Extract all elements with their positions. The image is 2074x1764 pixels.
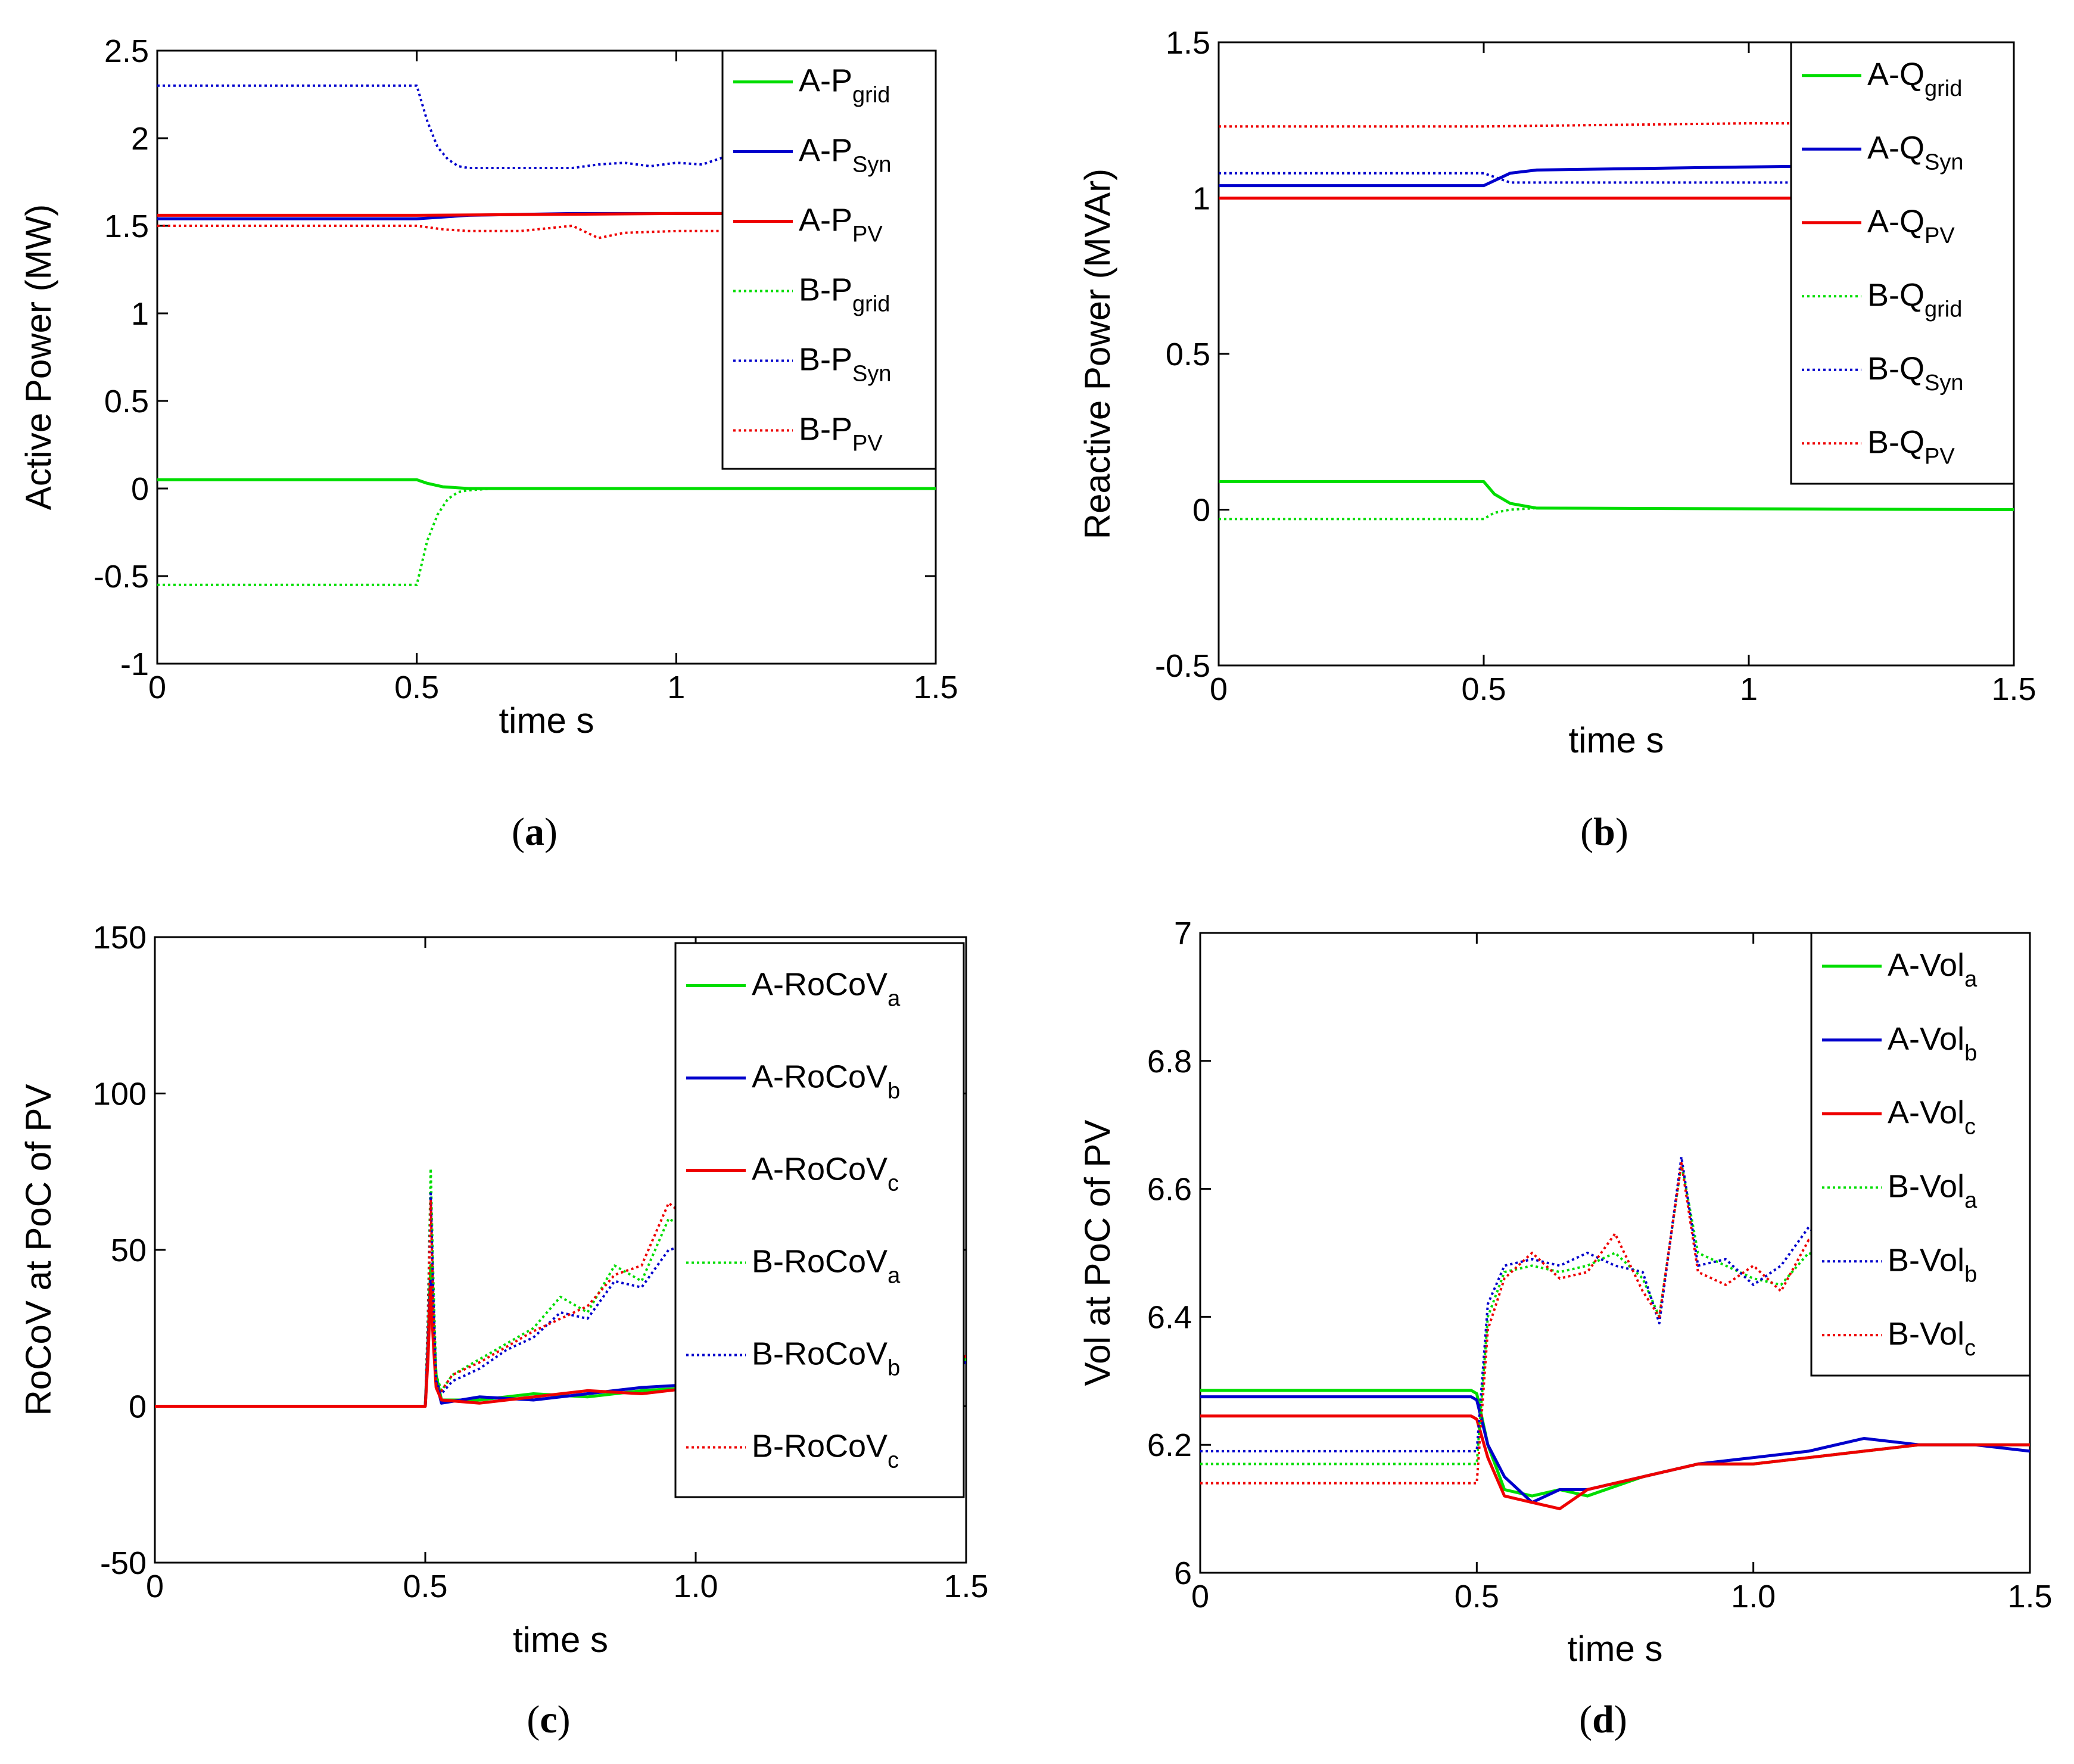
legend-entry: A-QSyn bbox=[1867, 130, 1964, 175]
y-tick-label: 0 bbox=[1192, 493, 1210, 528]
legend-entry: A-PSyn bbox=[799, 133, 892, 178]
y-tick-label: 0.5 bbox=[104, 384, 149, 419]
y-tick-label: 150 bbox=[93, 920, 147, 956]
panel-label: (c) bbox=[527, 1698, 570, 1741]
x-tick-label: 1 bbox=[667, 670, 685, 705]
legend-entry: A-Volc bbox=[1888, 1095, 1976, 1140]
y-tick-label: 0.5 bbox=[1166, 337, 1210, 372]
chart-panel-4: 0 0.5 1.0 1.566.26.46.66.87A-VolaA-VolbA-Vo… bbox=[1078, 916, 2053, 1741]
y-tick-label: -0.5 bbox=[94, 559, 149, 595]
legend-box bbox=[1810, 932, 2031, 1377]
chart-panel-1: 0 0.5 1 1.5-1-0.500.511.522.5A-PgridA-PSynA… bbox=[18, 33, 958, 854]
x-tick-label: 1.5 bbox=[1991, 671, 2036, 707]
x-tick-label: 0 bbox=[146, 1569, 164, 1604]
x-tick-label: 0 bbox=[148, 670, 166, 705]
series-line-B-QSyn bbox=[1219, 172, 2014, 184]
legend-entry: B-Qgrid bbox=[1867, 277, 1962, 322]
y-axis-label: Vol at PoC of PV bbox=[1078, 1120, 1117, 1386]
legend: A-Vola A-Volb A-Volc B-Vola B-Volb B-Volc bbox=[1810, 932, 2031, 1377]
legend-entry: B-PPV bbox=[799, 412, 883, 456]
y-tick-label: 1.5 bbox=[104, 209, 149, 244]
x-tick-label: 1.5 bbox=[943, 1569, 988, 1604]
series-line-A-Qgrid bbox=[1219, 480, 2014, 511]
legend-entry: B-Vola bbox=[1888, 1168, 1978, 1213]
legend-entry: B-Volb bbox=[1888, 1242, 1977, 1287]
legend: A-Pgrid A-PSyn A-PPV B-Pgrid B-PSyn B-PPV bbox=[721, 49, 937, 470]
y-tick-label: -1 bbox=[120, 646, 149, 682]
y-tick-label: 6.4 bbox=[1147, 1299, 1192, 1335]
x-tick-label: 0.5 bbox=[1455, 1579, 1499, 1614]
x-tick-label: 1.0 bbox=[1731, 1579, 1776, 1614]
series-line-B-QPV bbox=[1219, 122, 2014, 128]
panel-label: (d) bbox=[1579, 1698, 1627, 1741]
legend-entry: B-QPV bbox=[1867, 424, 1955, 469]
series-line-A-Pgrid bbox=[157, 478, 936, 490]
y-tick-label: 2.5 bbox=[104, 33, 149, 69]
x-axis-label: time s bbox=[1567, 1629, 1662, 1669]
y-tick-label: 7 bbox=[1174, 916, 1192, 951]
legend-entry: B-RoCoVa bbox=[752, 1244, 901, 1289]
series-line-B-PSyn bbox=[157, 84, 936, 169]
x-tick-label: 1.5 bbox=[913, 670, 958, 705]
legend-entry: A-RoCoVa bbox=[752, 967, 901, 1012]
y-tick-label: -50 bbox=[100, 1545, 147, 1581]
y-tick-label: 2 bbox=[131, 121, 149, 157]
legend-entry: A-Vola bbox=[1888, 947, 1978, 992]
x-tick-label: 0.5 bbox=[403, 1569, 447, 1604]
y-tick-label: 50 bbox=[111, 1233, 147, 1268]
legend-entry: A-QPV bbox=[1867, 204, 1955, 248]
legend-entry: B-PSyn bbox=[799, 342, 892, 387]
legend-entry: B-Volc bbox=[1888, 1316, 1976, 1361]
series-line-B-Pgrid bbox=[157, 487, 936, 586]
legend-box bbox=[674, 942, 965, 1498]
legend: A-RoCoVa A-RoCoVb A-RoCoVc B-RoCoVa B-RoCoVb… bbox=[674, 942, 965, 1498]
x-axis-label: time s bbox=[499, 701, 594, 741]
y-axis-label: RoCoV at PoC of PV bbox=[18, 1084, 58, 1416]
legend-entry: B-RoCoVc bbox=[752, 1429, 899, 1473]
x-axis-label: time s bbox=[1568, 720, 1664, 760]
series-line-B-Volc bbox=[1200, 1162, 2030, 1485]
y-tick-label: 6 bbox=[1174, 1555, 1192, 1591]
x-tick-label: 0 bbox=[1210, 671, 1228, 707]
legend: A-Qgrid A-QSyn A-QPV B-Qgrid B-QSyn B-QPV bbox=[1790, 41, 2015, 485]
y-tick-label: 6.8 bbox=[1147, 1044, 1192, 1079]
legend-entry: A-PPV bbox=[799, 203, 883, 247]
chart-panel-2: 0 0.5 1 1.5-0.500.511.5A-QgridA-QSynA-QPVB-… bbox=[1078, 25, 2036, 854]
legend-entry: A-Pgrid bbox=[799, 63, 890, 108]
panel-label: (a) bbox=[512, 810, 558, 854]
y-tick-label: 1.5 bbox=[1166, 25, 1210, 61]
x-tick-label: 0.5 bbox=[1461, 671, 1506, 707]
x-tick-label: 0 bbox=[1191, 1579, 1209, 1614]
legend-entry: B-QSyn bbox=[1867, 351, 1964, 396]
x-tick-label: 1 bbox=[1740, 671, 1758, 707]
panel-label: (b) bbox=[1580, 810, 1628, 854]
x-tick-label: 0.5 bbox=[394, 670, 439, 705]
x-tick-label: 1.5 bbox=[2007, 1579, 2052, 1614]
y-tick-label: 1 bbox=[131, 296, 149, 332]
legend-entry: A-Qgrid bbox=[1867, 57, 1962, 101]
series-line-A-Volc bbox=[1200, 1414, 2030, 1511]
y-tick-label: 6.6 bbox=[1147, 1172, 1192, 1208]
legend-entry: A-Volb bbox=[1888, 1021, 1977, 1066]
legend-entry: B-RoCoVb bbox=[752, 1336, 900, 1381]
x-tick-label: 1.0 bbox=[673, 1569, 718, 1604]
y-tick-label: 0 bbox=[131, 471, 149, 507]
y-tick-label: -0.5 bbox=[1155, 648, 1210, 684]
y-tick-label: 100 bbox=[93, 1077, 147, 1112]
y-axis-label: Active Power (MW) bbox=[18, 204, 58, 510]
series-line-B-RoCoVc bbox=[155, 1199, 697, 1408]
legend-entry: A-RoCoVb bbox=[752, 1059, 900, 1104]
legend-box bbox=[1790, 41, 2015, 485]
y-tick-label: 6.2 bbox=[1147, 1427, 1192, 1463]
chart-panel-3: 0 0.5 1.0 1.5-50050100150A-RoCoVaA-RoCoVbA-… bbox=[18, 920, 989, 1741]
y-tick-label: 1 bbox=[1192, 181, 1210, 217]
legend-box bbox=[721, 49, 937, 470]
legend-entry: A-RoCoVc bbox=[752, 1152, 899, 1196]
legend-entry: B-Pgrid bbox=[799, 272, 890, 317]
y-axis-label: Reactive Power (MVAr) bbox=[1078, 169, 1117, 539]
series-line-A-QSyn bbox=[1219, 162, 2014, 188]
y-tick-label: 0 bbox=[129, 1389, 147, 1425]
x-axis-label: time s bbox=[513, 1620, 608, 1660]
